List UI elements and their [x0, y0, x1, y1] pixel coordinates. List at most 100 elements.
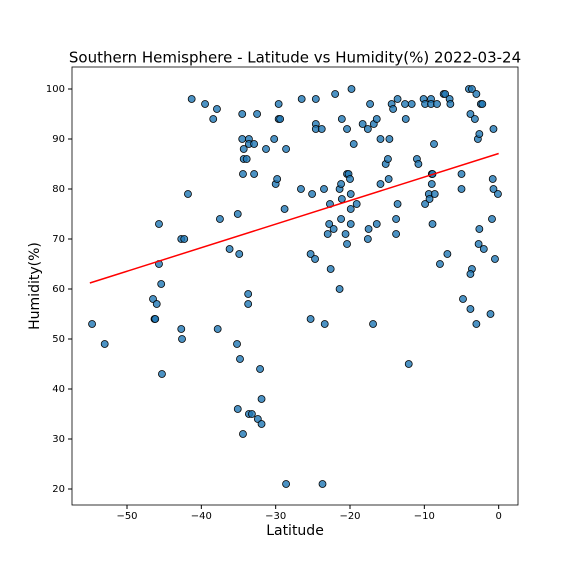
point — [242, 155, 251, 163]
point — [401, 115, 410, 123]
point — [430, 140, 438, 148]
point — [282, 480, 290, 488]
point — [311, 255, 319, 263]
point — [311, 95, 320, 103]
point — [369, 320, 377, 328]
point — [407, 100, 416, 108]
point — [457, 170, 466, 178]
point — [250, 170, 259, 178]
point — [216, 215, 224, 223]
point — [376, 180, 385, 188]
point — [325, 220, 334, 228]
point — [352, 200, 361, 208]
point — [337, 115, 346, 123]
point — [425, 195, 434, 203]
point — [489, 125, 498, 133]
y-tick-label: 20 — [52, 484, 65, 495]
point — [468, 85, 476, 93]
point — [421, 200, 429, 208]
point — [239, 145, 248, 153]
point — [201, 100, 209, 108]
point — [337, 215, 345, 223]
point — [372, 220, 381, 228]
x-tick-label: −50 — [116, 511, 137, 522]
point — [331, 90, 340, 98]
point — [475, 225, 484, 233]
point — [341, 230, 350, 238]
point — [337, 180, 345, 188]
y-tick-label: 30 — [52, 434, 65, 445]
point — [225, 245, 234, 253]
point — [257, 395, 266, 403]
point — [393, 95, 402, 103]
point — [88, 320, 96, 328]
point — [384, 175, 393, 183]
point — [326, 265, 335, 273]
point — [491, 255, 499, 263]
chart-title: Southern Hemisphere - Latitude vs Humidi… — [69, 49, 521, 67]
point — [297, 95, 306, 103]
point — [155, 220, 163, 228]
point — [253, 110, 261, 118]
y-tick-label: 90 — [52, 134, 65, 145]
y-tick-label: 70 — [52, 234, 65, 245]
point — [320, 320, 329, 328]
point — [346, 205, 355, 213]
point — [239, 170, 247, 178]
point — [488, 175, 497, 183]
point — [244, 300, 253, 308]
point — [209, 115, 218, 123]
point — [297, 185, 305, 193]
y-tick-label: 100 — [46, 84, 65, 95]
point — [100, 340, 109, 348]
point — [401, 100, 409, 108]
point — [494, 190, 502, 198]
point — [308, 190, 316, 198]
point — [250, 140, 259, 148]
point — [276, 115, 285, 123]
point — [244, 290, 253, 298]
point — [320, 185, 328, 193]
point — [178, 335, 186, 343]
point — [441, 90, 450, 98]
y-tick-label: 40 — [52, 384, 65, 395]
point — [335, 285, 344, 293]
point — [233, 405, 242, 413]
point — [489, 185, 498, 193]
point — [478, 100, 487, 108]
point — [257, 420, 266, 428]
point — [446, 100, 455, 108]
point — [358, 120, 367, 128]
point — [372, 115, 381, 123]
point — [337, 195, 346, 203]
point — [466, 305, 475, 313]
point — [346, 220, 355, 228]
x-tick-label: −40 — [191, 511, 212, 522]
x-axis-label: Latitude — [266, 523, 324, 539]
point — [151, 315, 160, 323]
point — [479, 245, 488, 253]
point — [392, 215, 400, 223]
point — [343, 125, 351, 133]
point — [273, 175, 282, 183]
point — [184, 190, 192, 198]
point — [329, 225, 338, 233]
point — [472, 90, 481, 98]
point — [384, 155, 392, 163]
point — [466, 110, 475, 118]
x-tick-label: −30 — [265, 511, 286, 522]
point — [233, 210, 242, 218]
regression-line — [89, 152, 499, 284]
plot-frame — [71, 66, 519, 506]
point — [274, 100, 283, 108]
point — [235, 250, 244, 258]
point — [457, 185, 466, 193]
point — [436, 260, 444, 268]
point — [466, 270, 475, 278]
point — [474, 240, 483, 248]
y-tick-label: 50 — [52, 334, 65, 345]
point — [256, 365, 264, 373]
point — [213, 105, 221, 113]
